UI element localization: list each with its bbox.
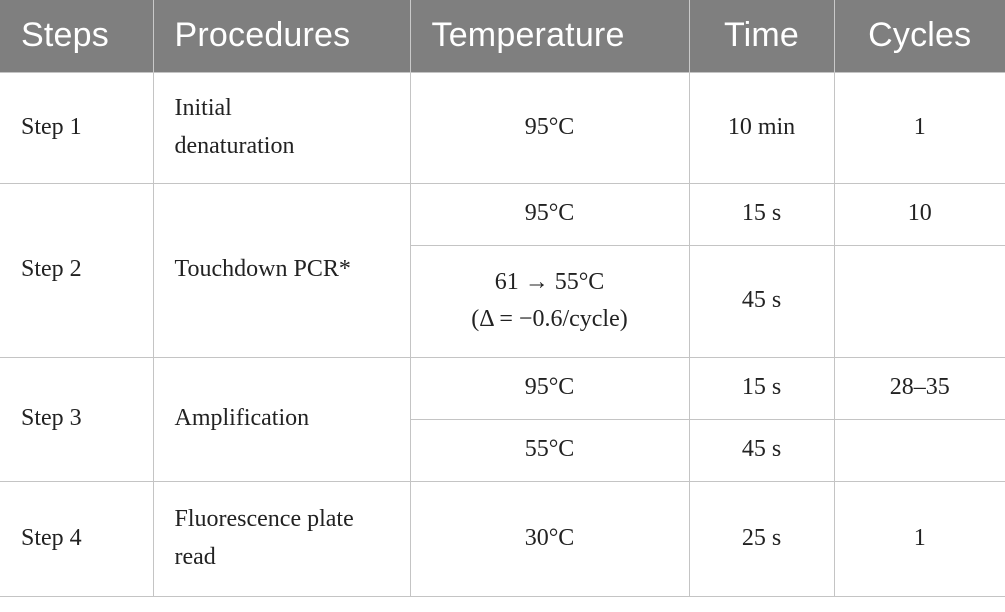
step-cell: Step 1 [0,71,154,184]
temperature-cell: 95°C [409,356,690,420]
step-cell: Step 4 [0,480,154,597]
procedure-cell: Touchdown PCR* [152,182,411,358]
temperature-cell: 30°C [409,480,690,597]
procedure-cell: Initial denaturation [152,71,411,184]
cycles-cell [833,244,1005,358]
temperature-line: (Δ = −0.6/cycle) [471,306,628,332]
header-time: Time [688,0,834,72]
header-steps: Steps [0,0,153,72]
cycles-cell: 28–35 [833,356,1005,420]
temperature-cell: 95°C [409,71,690,184]
header-procedures: Procedures [152,0,410,72]
time-cell: 25 s [688,480,835,597]
pcr-protocol-table: Steps Procedures Temperature Time Cycles… [0,0,1005,597]
procedure-cell: Fluorescence plate read [152,480,411,597]
temperature-cell: 61 → 55°C (Δ = −0.6/cycle) [409,244,690,358]
table-row-step-3a: Step 3 Amplification 95°C 15 s 28–35 [0,356,1005,482]
cycles-cell [833,418,1005,482]
procedure-line: read [174,543,216,570]
temperature-line: 61 → 55°C [494,268,605,295]
step-cell: Step 2 [0,182,154,358]
procedure-line: Fluorescence plate [174,506,354,533]
table-row-step-2a: Step 2 Touchdown PCR* 95°C 15 s 10 [0,182,1005,358]
time-cell: 45 s [688,418,835,482]
table-row-step-4: Step 4 Fluorescence plate read 30°C 25 s… [0,480,1005,597]
procedure-cell: Amplification [152,356,411,482]
time-cell: 10 min [688,71,835,184]
time-cell: 15 s [688,356,835,420]
time-cell: 15 s [688,182,835,246]
temperature-cell: 95°C [409,182,690,246]
header-temperature: Temperature [409,0,689,72]
procedure-line: Initial [174,95,232,122]
header-row: Steps Procedures Temperature Time Cycles [0,0,1005,72]
table-body: Step 1 Initial denaturation 95°C 10 min … [0,71,1005,597]
time-cell: 45 s [688,244,835,358]
cycles-cell: 1 [833,480,1005,597]
table-row-step-1: Step 1 Initial denaturation 95°C 10 min … [0,71,1005,184]
step-cell: Step 3 [0,356,154,482]
cycles-cell: 10 [833,182,1005,246]
table-header: Steps Procedures Temperature Time Cycles [0,0,1005,72]
procedure-line: denaturation [174,132,295,159]
temperature-cell: 55°C [409,418,690,482]
table-row-step-3b: 55°C 45 s [0,418,1005,482]
cycles-cell: 1 [833,71,1005,184]
header-cycles: Cycles [833,0,1005,72]
